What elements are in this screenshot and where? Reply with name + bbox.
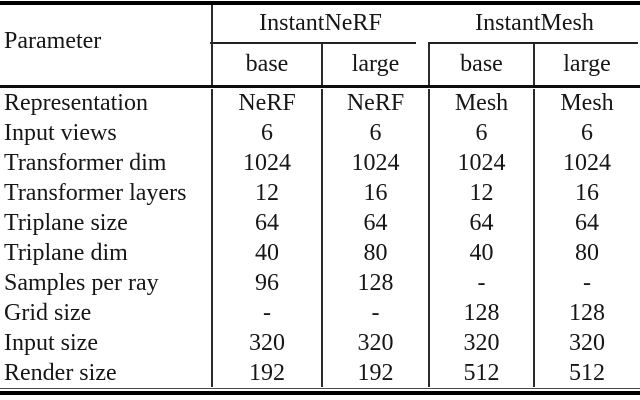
column-divider: [533, 89, 535, 387]
param-cell: Samples per ray: [4, 269, 159, 296]
value-cell: -: [263, 299, 271, 326]
param-cell: Input size: [4, 329, 98, 356]
table-row: Samples per ray 96 128 - -: [0, 268, 640, 298]
table-row: Transformer dim 1024 1024 1024 1024: [0, 148, 640, 178]
param-cell: Render size: [4, 359, 117, 386]
value-cell: 64: [469, 209, 494, 236]
value-cell: 320: [249, 329, 285, 356]
value-cell: 6: [261, 119, 273, 146]
value-cell: 12: [255, 179, 279, 206]
value-cell: 64: [575, 209, 599, 236]
param-cell: Triplane size: [4, 209, 128, 236]
column-divider-subheader: [428, 44, 430, 85]
column-divider-subheader: [533, 44, 535, 85]
value-cell: 192: [249, 359, 285, 386]
value-cell: 128: [569, 299, 605, 326]
value-cell: Mesh: [560, 89, 614, 116]
group-header-instantnerf: InstantNeRF: [259, 10, 382, 36]
header-bottom-rule: [0, 85, 640, 88]
value-cell: 1024: [351, 149, 400, 176]
value-cell: 512: [569, 359, 605, 386]
bottom-thin-rule: [0, 388, 640, 389]
value-cell: NeRF: [346, 89, 405, 116]
value-cell: 80: [575, 239, 599, 266]
param-cell: Representation: [4, 89, 148, 116]
value-cell: 192: [357, 359, 394, 386]
value-cell: 320: [357, 329, 394, 356]
subheader-instantmesh-base: base: [460, 51, 503, 77]
value-cell: 16: [363, 179, 388, 206]
table-row: Triplane dim 40 80 40 80: [0, 238, 640, 268]
value-cell: 6: [369, 119, 382, 146]
value-cell: 40: [255, 239, 279, 266]
value-cell: 96: [255, 269, 279, 296]
value-cell: 320: [463, 329, 500, 356]
value-cell: -: [583, 269, 591, 296]
table-row: Grid size - - 128 128: [0, 298, 640, 328]
subheader-instantmesh-large: large: [563, 51, 611, 77]
table-row: Input size 320 320 320 320: [0, 328, 640, 358]
value-cell: 40: [469, 239, 494, 266]
group-underline-instantmesh: [428, 42, 638, 44]
param-cell: Transformer dim: [4, 149, 167, 176]
value-cell: 1024: [563, 149, 611, 176]
table-row: Triplane size 64 64 64 64: [0, 208, 640, 238]
subheader-instantnerf-base: base: [245, 51, 289, 77]
table-row: Input views 6 6 6 6: [0, 118, 640, 148]
table-row: Render size 192 192 512 512: [0, 358, 640, 388]
value-cell: -: [371, 299, 380, 326]
value-cell: -: [477, 269, 486, 296]
param-column-header: Parameter: [4, 28, 102, 54]
value-cell: 320: [569, 329, 605, 356]
value-cell: Mesh: [454, 89, 509, 116]
param-cell: Transformer layers: [4, 179, 187, 206]
group-header-instantmesh: InstantMesh: [475, 10, 594, 36]
param-cell: Triplane dim: [4, 239, 128, 266]
group-underline-instantnerf: [210, 42, 416, 44]
column-divider: [321, 89, 323, 387]
top-rule: [0, 1, 640, 5]
value-cell: 1024: [457, 149, 506, 176]
table-body: Representation NeRF NeRF Mesh Mesh Input…: [0, 88, 640, 388]
value-cell: 64: [363, 209, 388, 236]
value-cell: 12: [469, 179, 494, 206]
value-cell: 128: [357, 269, 394, 296]
value-cell: 512: [463, 359, 500, 386]
column-divider: [428, 89, 430, 387]
value-cell: 80: [363, 239, 388, 266]
column-divider-header: [211, 5, 213, 85]
table-row: Representation NeRF NeRF Mesh Mesh: [0, 88, 640, 118]
value-cell: 6: [581, 119, 593, 146]
value-cell: 6: [475, 119, 488, 146]
value-cell: 128: [463, 299, 500, 326]
value-cell: 16: [575, 179, 599, 206]
param-cell: Input views: [4, 119, 117, 146]
param-cell: Grid size: [4, 299, 92, 326]
bottom-rule: [0, 391, 640, 395]
table-row: Transformer layers 12 16 12 16: [0, 178, 640, 208]
column-divider: [211, 89, 213, 387]
column-divider-subheader: [321, 44, 323, 85]
value-cell: 64: [255, 209, 279, 236]
value-cell: NeRF: [238, 89, 296, 116]
subheader-instantnerf-large: large: [351, 51, 400, 77]
value-cell: 1024: [243, 149, 291, 176]
